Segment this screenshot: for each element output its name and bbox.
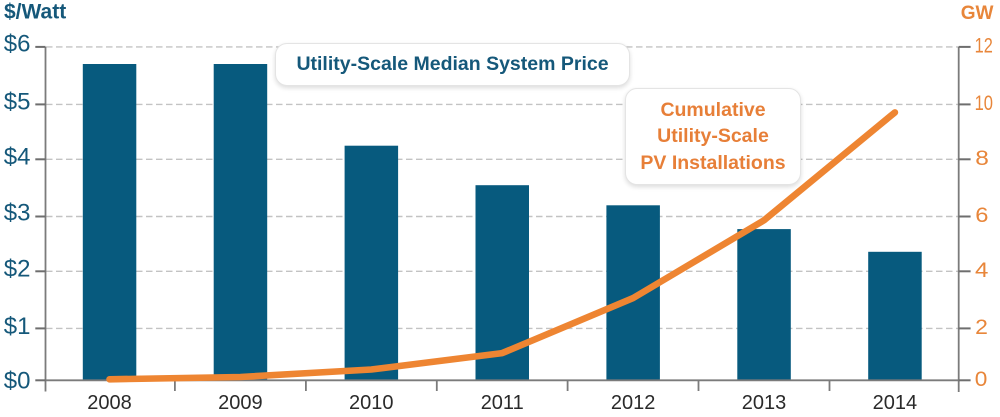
svg-text:$1: $1 bbox=[4, 313, 31, 340]
svg-text:12: 12 bbox=[975, 34, 993, 58]
svg-text:4: 4 bbox=[975, 258, 988, 282]
svg-text:$3: $3 bbox=[4, 200, 31, 227]
svg-text:$0: $0 bbox=[4, 367, 31, 394]
svg-text:2011: 2011 bbox=[481, 392, 524, 414]
svg-text:2010: 2010 bbox=[349, 392, 394, 414]
svg-text:2009: 2009 bbox=[218, 392, 263, 414]
svg-text:6: 6 bbox=[975, 203, 988, 227]
svg-text:$2: $2 bbox=[4, 256, 31, 283]
svg-text:$5: $5 bbox=[4, 89, 31, 116]
svg-text:8: 8 bbox=[975, 146, 989, 170]
svg-text:2014: 2014 bbox=[873, 392, 918, 414]
svg-text:2: 2 bbox=[975, 315, 988, 339]
svg-text:GW: GW bbox=[961, 3, 994, 24]
svg-text:10: 10 bbox=[975, 91, 993, 115]
svg-text:0: 0 bbox=[975, 367, 988, 391]
svg-text:$6: $6 bbox=[4, 30, 31, 57]
svg-text:2012: 2012 bbox=[611, 392, 656, 414]
svg-text:$/Watt: $/Watt bbox=[4, 1, 66, 24]
svg-text:2008: 2008 bbox=[87, 392, 132, 414]
svg-text:2013: 2013 bbox=[742, 392, 787, 414]
svg-text:$4: $4 bbox=[4, 144, 31, 171]
